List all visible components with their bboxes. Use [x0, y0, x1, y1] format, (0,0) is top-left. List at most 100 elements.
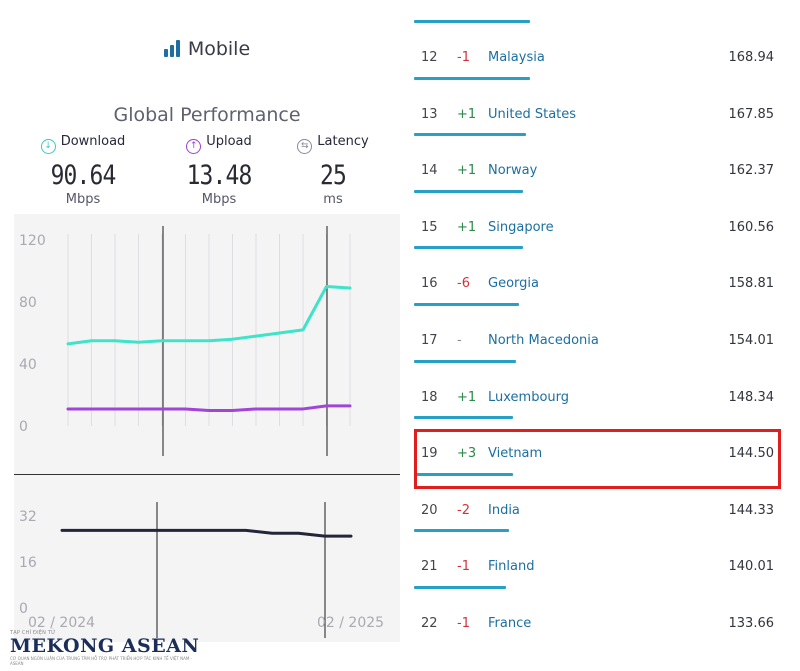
country-link[interactable]: Georgia — [488, 276, 539, 292]
ranking-row[interactable]: 14 +1 Norway 162.37 — [408, 127, 786, 183]
latency-label: Latency — [317, 134, 369, 149]
ranking-row[interactable]: 21 -1 Finland 140.01 — [408, 523, 786, 579]
ranking-panel: 12 -1 Malaysia 168.94 13 +1 United States 167.8… — [408, 14, 786, 642]
rank-change: -1 — [457, 616, 470, 631]
speed-bar — [414, 529, 510, 533]
rank-number: 17 — [421, 333, 438, 348]
rank-change: -1 — [457, 50, 470, 65]
ranking-row[interactable]: 15 +1 Singapore 160.56 — [408, 184, 786, 240]
ranking-row[interactable]: 16 -6 Georgia 158.81 — [408, 240, 786, 296]
country-link[interactable]: France — [488, 616, 532, 631]
y-tick-label: 0 — [19, 419, 28, 435]
country-link[interactable]: India — [488, 502, 520, 518]
speed-bar — [414, 246, 523, 250]
download-label: Download — [60, 134, 126, 149]
country-link[interactable]: North Macedonia — [488, 333, 599, 348]
rank-number: 20 — [421, 502, 438, 518]
chart-divider — [14, 474, 400, 475]
rank-change: -1 — [457, 559, 470, 575]
speed-bar — [414, 133, 527, 137]
speed-value: 144.50 — [728, 446, 775, 462]
upload-unit: Mbps — [201, 192, 237, 207]
x-tick-label: 02 / 2024 — [28, 615, 95, 631]
country-link[interactable]: Vietnam — [488, 446, 543, 462]
speed-bar — [414, 416, 513, 420]
latency-unit: ms — [323, 192, 343, 207]
rank-change: +3 — [457, 446, 477, 462]
series-line — [66, 404, 352, 412]
y-tick-label: 80 — [19, 295, 37, 311]
latency-value: 25 — [320, 160, 347, 191]
ranking-row[interactable]: 17 - North Macedonia 154.01 — [408, 297, 786, 353]
speed-value: 162.37 — [728, 163, 775, 179]
country-link[interactable]: Finland — [488, 559, 535, 575]
y-tick-label: 0 — [19, 601, 28, 617]
rank-number: 16 — [421, 276, 438, 292]
download-arrow-icon: ↓ — [40, 139, 56, 154]
x-tick-label: 02 / 2025 — [317, 615, 384, 631]
ranking-row[interactable]: 18 +1 Luxembourg 148.34 — [408, 354, 786, 410]
ranking-row[interactable]: 13 +1 United States 167.85 — [408, 71, 786, 127]
latency-metric: ⇆ Latency 25 ms — [278, 134, 388, 207]
speed-bar — [414, 20, 530, 23]
upload-value: 13.48 — [186, 160, 253, 191]
series-line — [60, 528, 353, 538]
performance-panel: Mobile Global Performance ↓ Download 90.6… — [14, 14, 400, 642]
latency-chart[interactable]: 32 16 002 / 2024 02 / 2025 — [14, 475, 400, 642]
upload-arrow-icon: ↑ — [186, 139, 202, 154]
series-line — [66, 285, 352, 346]
rank-change: - — [457, 333, 462, 348]
download-metric: ↓ Download 90.64 Mbps — [28, 134, 138, 207]
y-tick-label: 40 — [19, 357, 37, 373]
rank-change: -2 — [457, 502, 470, 518]
mekong-asean-logo: TẠP CHÍ ĐIỆN TỬ MEKONG ASEAN CƠ QUAN NGÔ… — [10, 630, 200, 666]
speed-value: 160.56 — [728, 219, 775, 235]
rank-number: 15 — [421, 219, 438, 235]
speed-value: 144.33 — [728, 502, 775, 518]
country-link[interactable]: Malaysia — [488, 50, 545, 65]
speed-value: 154.01 — [728, 333, 775, 348]
mobile-title: Mobile — [187, 38, 251, 60]
logo-subline: CƠ QUAN NGÔN LUẬN CỦA TRUNG TÂM HỖ TRỢ P… — [10, 656, 192, 666]
ranking-row[interactable]: 20 -2 India 144.33 — [408, 467, 786, 523]
y-tick-label: 16 — [19, 555, 37, 571]
ranking-row[interactable]: 22 -1 France 133.66 — [408, 580, 786, 636]
download-unit: Mbps — [65, 192, 101, 207]
speed-value: 168.94 — [728, 50, 775, 65]
speed-bar — [414, 359, 516, 363]
speed-chart[interactable]: 120 80 40 0 — [14, 214, 400, 474]
speed-value: 158.81 — [728, 276, 775, 292]
country-link[interactable]: Luxembourg — [488, 389, 570, 405]
global-performance-title: Global Performance — [113, 104, 301, 126]
rank-change: +1 — [457, 219, 477, 235]
rank-change: +1 — [457, 389, 477, 405]
speed-bar — [414, 303, 520, 306]
upload-label: Upload — [206, 134, 252, 149]
latency-icon: ⇆ — [297, 139, 313, 154]
rank-number: 19 — [421, 446, 438, 462]
performance-summary: Mobile Global Performance ↓ Download 90.6… — [14, 14, 400, 214]
logo-tagline: TẠP CHÍ ĐIỆN TỬ — [10, 630, 56, 636]
vietnam-highlight-box — [414, 429, 781, 489]
ranking-row[interactable]: 19 +3 Vietnam 144.50 — [408, 410, 786, 466]
country-link[interactable]: United States — [488, 106, 577, 122]
rank-number: 13 — [421, 106, 438, 122]
rank-change: +1 — [457, 163, 477, 179]
upload-metric: ↑ Upload 13.48 Mbps — [164, 134, 274, 207]
logo-brand: MEKONG ASEAN — [10, 635, 200, 657]
ranking-row[interactable]: 12 -1 Malaysia 168.94 — [408, 14, 786, 70]
speed-bar — [414, 586, 506, 589]
mobile-header: Mobile — [14, 38, 400, 60]
signal-bars-icon — [163, 40, 180, 57]
speed-value: 140.01 — [728, 559, 775, 575]
country-link[interactable]: Singapore — [488, 219, 554, 235]
y-tick-label: 32 — [19, 509, 37, 525]
speed-bar — [414, 76, 530, 80]
y-tick-label: 120 — [19, 233, 46, 249]
speed-bar — [414, 472, 513, 476]
rank-number: 18 — [421, 389, 438, 405]
speed-value: 133.66 — [728, 616, 775, 631]
speed-value: 148.34 — [728, 389, 775, 405]
country-link[interactable]: Norway — [488, 163, 538, 179]
download-value: 90.64 — [50, 160, 117, 191]
